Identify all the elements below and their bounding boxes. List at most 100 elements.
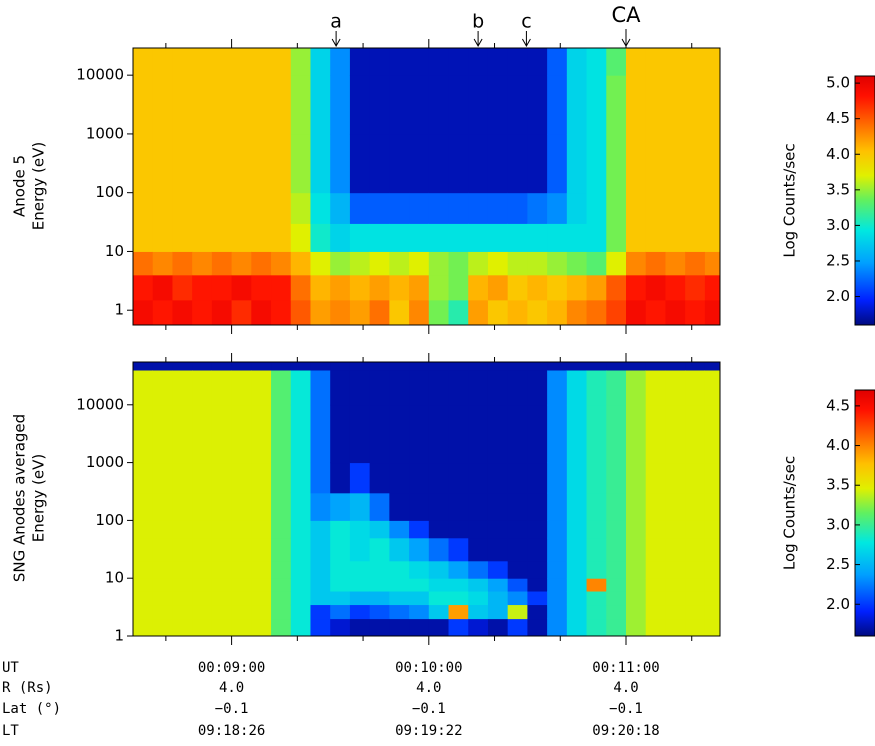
- cell: [626, 578, 646, 591]
- cell: [271, 48, 291, 76]
- cell: [449, 300, 469, 326]
- cell: [310, 251, 330, 275]
- cell: [665, 405, 685, 463]
- cell: [626, 605, 646, 620]
- cell: [626, 275, 646, 301]
- cell: [705, 463, 721, 494]
- cell: [350, 48, 370, 76]
- cell: [310, 591, 330, 605]
- cell: [606, 493, 626, 521]
- cell: [251, 75, 271, 134]
- cell: [527, 134, 547, 193]
- cell: [527, 493, 547, 521]
- cell: [468, 405, 488, 463]
- cell: [310, 578, 330, 591]
- cell: [212, 578, 232, 591]
- cell: [508, 405, 528, 463]
- cell: [133, 48, 153, 76]
- cell: [646, 300, 666, 326]
- cell: [192, 463, 212, 494]
- cell: [665, 591, 685, 605]
- y-tick-label: 100: [95, 183, 124, 201]
- cell: [646, 134, 666, 193]
- cell: [251, 223, 271, 252]
- cell: [527, 463, 547, 494]
- cell: [330, 561, 350, 579]
- cell: [310, 520, 330, 538]
- cell: [665, 520, 685, 538]
- cell: [449, 463, 469, 494]
- cell: [606, 275, 626, 301]
- cell: [449, 370, 469, 405]
- cell: [527, 193, 547, 224]
- cell: [389, 193, 409, 224]
- cell: [330, 48, 350, 76]
- cell: [310, 134, 330, 193]
- cell: [587, 405, 607, 463]
- cell: [192, 493, 212, 521]
- cell: [232, 275, 252, 301]
- cell: [212, 463, 232, 494]
- cell: [429, 75, 449, 134]
- cell: [449, 223, 469, 252]
- cell: [587, 275, 607, 301]
- cell: [153, 619, 173, 637]
- cell: [310, 538, 330, 562]
- y-tick-label: 1: [114, 301, 124, 319]
- cell: [370, 561, 390, 579]
- cell: [527, 605, 547, 620]
- cell: [665, 48, 685, 76]
- cell: [291, 605, 311, 620]
- cell: [508, 561, 528, 579]
- cell: [291, 520, 311, 538]
- cell: [646, 561, 666, 579]
- cell: [626, 520, 646, 538]
- cell: [527, 370, 547, 405]
- cell: [685, 370, 705, 405]
- cell: [567, 275, 587, 301]
- cell: [291, 223, 311, 252]
- cell: [370, 538, 390, 562]
- cell: [172, 75, 192, 134]
- cell: [606, 370, 626, 405]
- y-tick-label: 10: [105, 242, 124, 260]
- cell: [310, 223, 330, 252]
- cell: [429, 405, 449, 463]
- cell: [409, 300, 429, 326]
- cell: [271, 619, 291, 637]
- cell: [468, 578, 488, 591]
- cell: [251, 578, 271, 591]
- cell: [705, 300, 721, 326]
- cell: [350, 193, 370, 224]
- cell: [488, 251, 508, 275]
- cell: [330, 75, 350, 134]
- cell: [705, 193, 721, 224]
- cell: [527, 591, 547, 605]
- cell: [527, 75, 547, 134]
- cell: [685, 605, 705, 620]
- cell: [133, 370, 153, 405]
- cell: [646, 463, 666, 494]
- ephemeris-value: 09:18:26: [198, 723, 265, 739]
- cell: [172, 193, 192, 224]
- cell: [665, 463, 685, 494]
- cell: [251, 605, 271, 620]
- cell: [232, 619, 252, 637]
- cell: [310, 561, 330, 579]
- cell: [705, 578, 721, 591]
- colorbar-tick-label: 2.0: [826, 595, 850, 613]
- cell: [587, 605, 607, 620]
- cell: [409, 493, 429, 521]
- cell: [310, 619, 330, 637]
- cell: [232, 605, 252, 620]
- cell: [567, 251, 587, 275]
- cell: [508, 251, 528, 275]
- cell: [330, 591, 350, 605]
- cell: [449, 605, 469, 620]
- cell: [291, 561, 311, 579]
- cell: [646, 520, 666, 538]
- cell: [587, 561, 607, 579]
- cell: [468, 591, 488, 605]
- cell: [685, 48, 705, 76]
- cell: [685, 75, 705, 134]
